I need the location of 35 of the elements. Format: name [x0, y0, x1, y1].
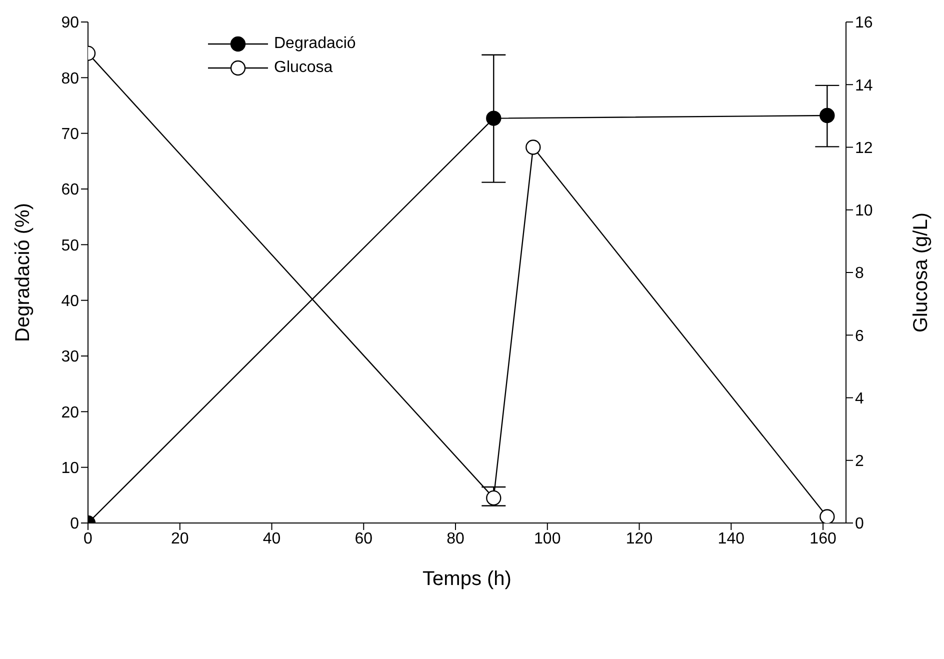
y-axis-title: Degradació (%) — [12, 203, 34, 342]
y-tick-label: 90 — [61, 14, 80, 32]
y2-tick-label: 12 — [855, 140, 873, 157]
x-tick-label: 140 — [718, 530, 745, 548]
y2-tick-label: 4 — [855, 390, 864, 408]
y-tick-label: 70 — [61, 126, 80, 144]
y2-tick-label: 14 — [855, 77, 873, 94]
legend-label: Degradació — [274, 35, 356, 53]
legend-label: Glucosa — [274, 59, 333, 77]
x-tick-label: 100 — [534, 530, 561, 548]
y2-tick-label: 8 — [855, 265, 864, 282]
y2-tick-label: 16 — [855, 14, 873, 32]
point — [486, 490, 502, 506]
y2-tick-label: 10 — [855, 202, 873, 220]
y-tick-label: 80 — [61, 70, 80, 88]
x-axis-title: Temps (h) — [422, 568, 512, 590]
y-tick-label: 40 — [61, 293, 80, 310]
x-tick-label: 160 — [810, 530, 836, 548]
x-tick-label: 60 — [354, 530, 373, 548]
point — [526, 140, 541, 155]
x-tick-label: 20 — [170, 530, 189, 548]
y-tick-label: 0 — [70, 516, 80, 533]
y-tick-label: 20 — [61, 404, 80, 422]
y2-tick-label: 6 — [855, 328, 864, 345]
y-tick-label: 10 — [61, 460, 80, 478]
y2-axis-title: Glucosa (g/L) — [910, 212, 932, 333]
y2-tick-label: 0 — [855, 516, 864, 533]
y-tick-label: 60 — [61, 182, 80, 199]
y2-tick-label: 2 — [855, 453, 864, 470]
x-tick-label: 40 — [262, 530, 281, 548]
x-tick-label: 80 — [446, 530, 465, 548]
x-tick-label: 0 — [84, 530, 93, 548]
x-tick-label: 120 — [626, 530, 653, 548]
y-tick-label: 50 — [61, 237, 80, 254]
y-tick-label: 30 — [61, 348, 80, 366]
